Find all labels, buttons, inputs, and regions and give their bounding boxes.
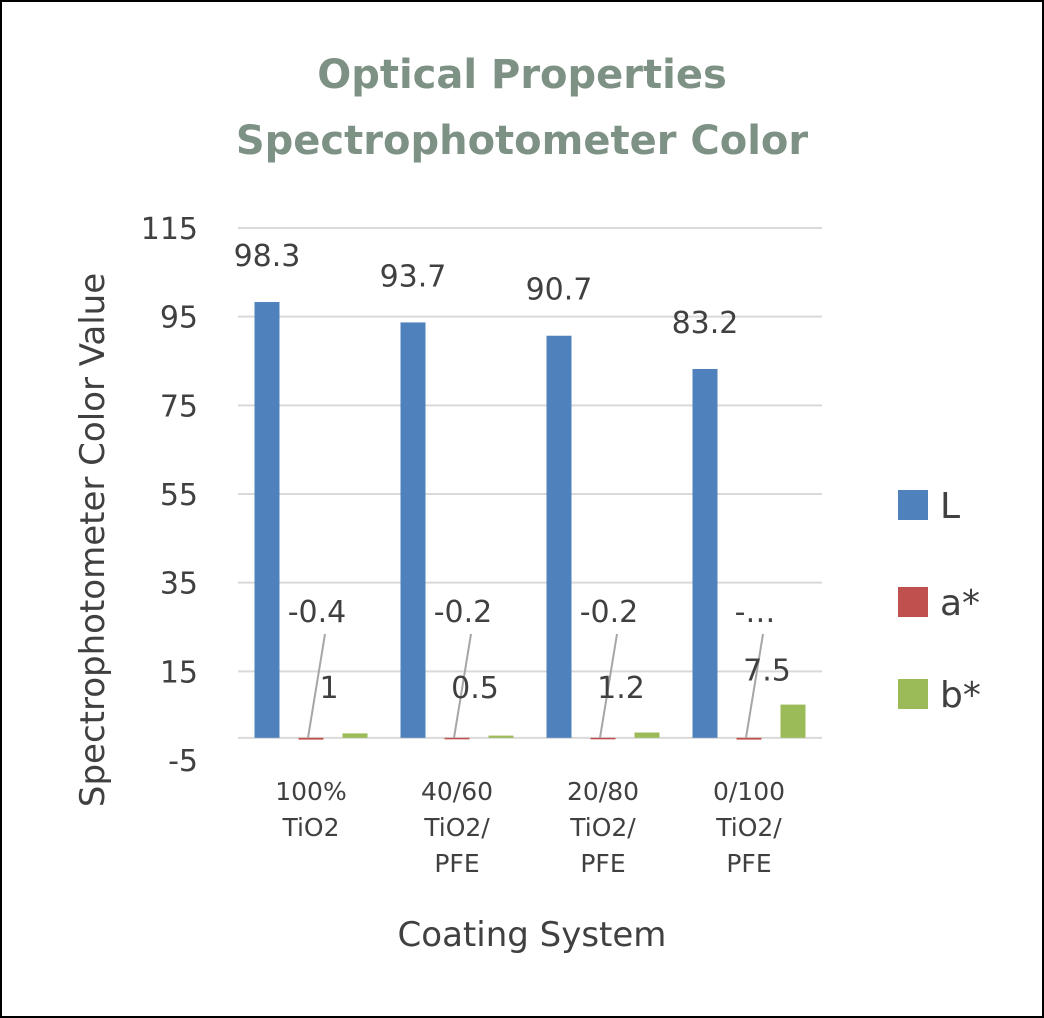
leader-lines <box>307 633 764 738</box>
leader-line <box>453 633 472 738</box>
x-category-line: PFE <box>726 849 771 878</box>
bar-l <box>254 302 280 738</box>
data-label-a: -0.4 <box>288 595 347 630</box>
x-category-line: 20/80 <box>567 777 639 806</box>
data-label-l: 98.3 <box>234 239 301 274</box>
data-label-l: 90.7 <box>526 273 593 308</box>
legend-swatch-l <box>898 490 928 520</box>
data-label-b: 0.5 <box>451 671 499 706</box>
data-label-b: 1 <box>319 671 338 706</box>
data-label-l: 83.2 <box>672 306 739 341</box>
y-tick-label: -5 <box>168 744 198 779</box>
legend-swatch-a <box>898 587 928 617</box>
x-axis-categories: 100% TiO2 40/60 TiO2/PFE 20/80 TiO2/PFE 0/100 T… <box>275 777 785 878</box>
leader-line <box>599 633 618 738</box>
bar-a <box>736 737 762 740</box>
y-tick-label: 115 <box>141 212 198 247</box>
legend: La* b* <box>898 486 981 716</box>
legend-swatch-b <box>898 679 928 709</box>
y-tick-label: 35 <box>160 567 198 602</box>
legend-label-b: b* <box>940 675 981 716</box>
bar-b <box>634 732 660 738</box>
bar-l <box>692 368 718 738</box>
x-category-label: 100% TiO2 <box>275 777 346 842</box>
data-label-b: 1.2 <box>597 671 645 706</box>
x-category-line: PFE <box>434 849 479 878</box>
data-label-a: -0.2 <box>434 595 493 630</box>
x-category-line: 0/100 <box>713 777 785 806</box>
y-tick-label: 15 <box>160 655 198 690</box>
x-category-line: 100% <box>275 777 346 806</box>
bars <box>254 302 806 740</box>
legend-label-a: a* <box>940 583 980 624</box>
chart-title-line-1: Optical Properties <box>317 52 727 98</box>
y-axis-title: Spectrophotometer Color Value <box>73 273 113 807</box>
x-category-line: TiO2/ <box>569 813 636 842</box>
x-category-line: PFE <box>580 849 625 878</box>
x-category-line: TiO2/ <box>423 813 490 842</box>
gridlines <box>238 227 822 739</box>
bar-a <box>444 737 470 740</box>
x-category-label: 0/100 TiO2/PFE <box>713 777 785 878</box>
bar-l <box>546 335 572 738</box>
bar-a <box>590 737 616 740</box>
y-tick-label: 55 <box>160 478 198 513</box>
data-label-a: -0.2 <box>580 595 639 630</box>
leader-line <box>307 633 326 738</box>
x-category-label: 20/80 TiO2/PFE <box>567 777 639 878</box>
x-category-label: 40/60 TiO2/PFE <box>421 777 493 878</box>
data-label-b: 7.5 <box>743 654 791 689</box>
x-category-line: TiO2/ <box>715 813 782 842</box>
y-tick-label: 95 <box>160 301 198 336</box>
data-labels: 98.3 -0.4 1 93.7 -0.2 0.5 90.7 -0.2 1.2 83.2 -… 7.5 <box>234 239 791 706</box>
y-axis-ticks: 115 95 75 55 35 15 -5 <box>141 212 198 779</box>
bar-l <box>400 322 426 738</box>
bar-b <box>488 735 514 738</box>
data-label-l: 93.7 <box>380 259 447 294</box>
y-tick-label: 75 <box>160 389 198 424</box>
x-category-line: 40/60 <box>421 777 493 806</box>
data-label-a: -… <box>735 595 776 630</box>
chart-title-line-2: Spectrophotometer Color <box>236 118 809 164</box>
bar-b <box>342 733 368 738</box>
legend-label-l: L <box>940 486 960 527</box>
x-category-line: TiO2 <box>281 813 339 842</box>
x-axis-title: Coating System <box>398 915 667 955</box>
bar-b <box>780 704 806 738</box>
chart-title: Optical Properties Spectrophotometer Col… <box>236 52 809 164</box>
leader-line <box>745 633 764 738</box>
bar-a <box>298 737 324 740</box>
